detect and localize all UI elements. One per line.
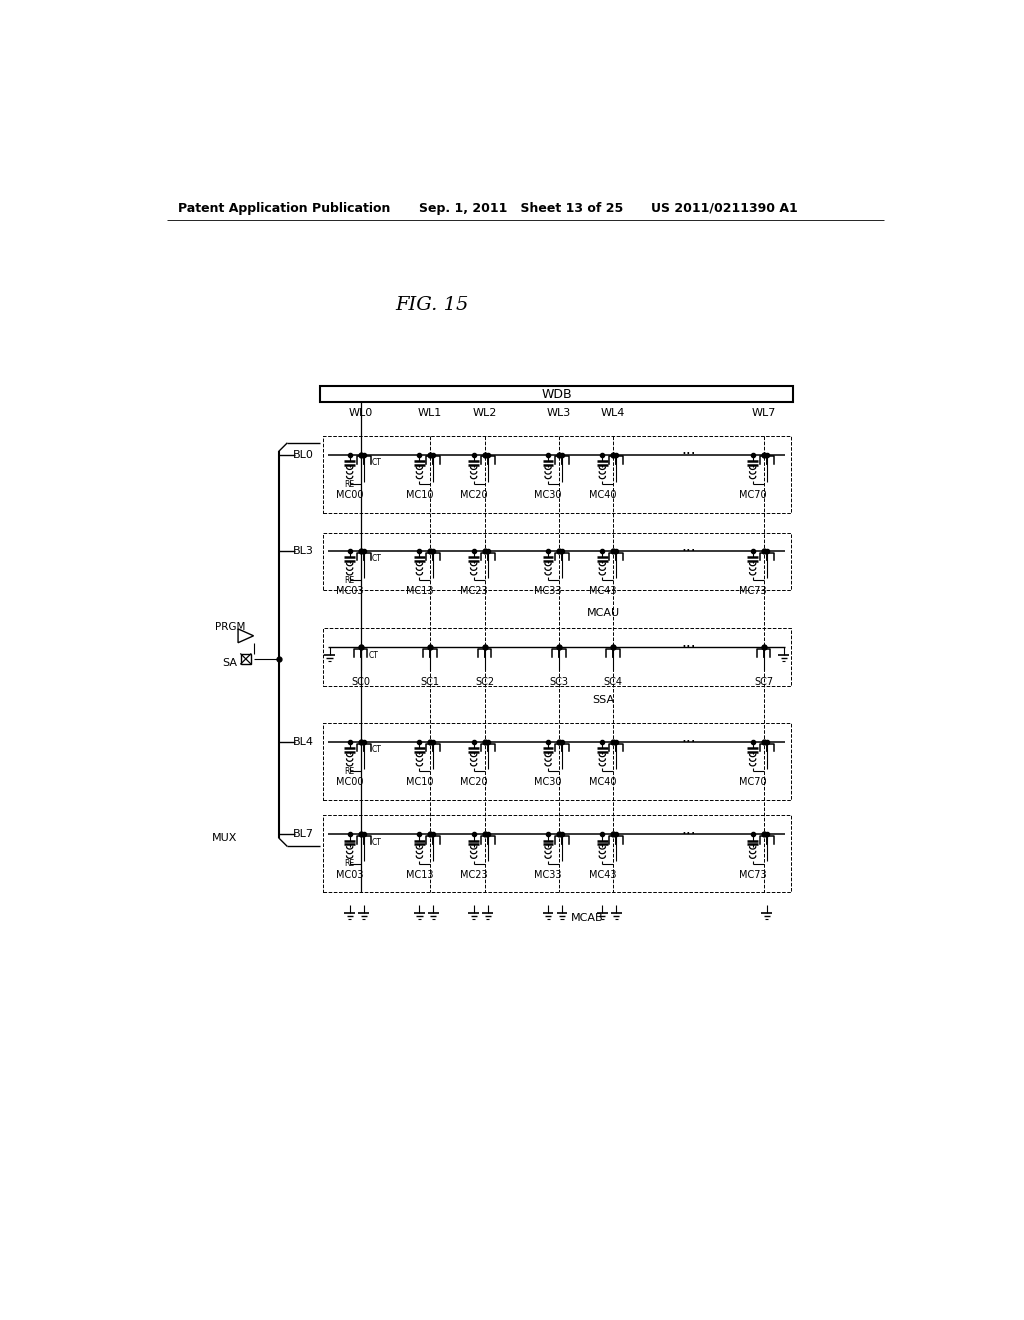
Text: MC10: MC10 [406,777,433,787]
Text: MC30: MC30 [535,490,562,500]
Text: BL3: BL3 [293,546,314,556]
Text: WL2: WL2 [472,408,497,417]
Text: MCAB: MCAB [571,913,604,924]
Text: SSA: SSA [592,694,614,705]
Text: MC43: MC43 [589,586,616,597]
Text: MC33: MC33 [535,870,562,879]
Text: SC2: SC2 [475,677,494,686]
Text: MC73: MC73 [739,870,766,879]
Text: MC70: MC70 [739,777,766,787]
Text: PRGM: PRGM [215,622,246,631]
Text: WL4: WL4 [601,408,626,417]
Polygon shape [238,628,254,643]
Text: SC1: SC1 [421,677,439,686]
Text: MC43: MC43 [589,870,616,879]
Text: CT: CT [369,651,378,660]
Text: MC10: MC10 [406,490,433,500]
Text: CT: CT [372,838,381,846]
Text: CT: CT [372,458,381,467]
Text: MC20: MC20 [460,777,487,787]
Text: ···: ··· [681,544,695,558]
Text: MC70: MC70 [739,490,766,500]
Text: MC03: MC03 [336,586,364,597]
Text: MC00: MC00 [336,777,364,787]
Text: CT: CT [372,554,381,564]
Bar [323,628,791,686]
Text: BL4: BL4 [293,737,314,747]
Text: MC20: MC20 [460,490,487,500]
Text: ···: ··· [681,640,695,655]
Text: FIG. 15: FIG. 15 [395,296,469,314]
Text: MC00: MC00 [336,490,364,500]
Text: Patent Application Publication: Patent Application Publication [178,202,391,215]
Text: RE: RE [344,479,354,488]
Text: WDB: WDB [542,388,571,400]
Text: BL0: BL0 [293,450,314,459]
Bar [323,533,791,590]
Text: MC13: MC13 [406,586,433,597]
Bar [321,385,793,403]
Text: SC3: SC3 [550,677,568,686]
Text: SC0: SC0 [351,677,370,686]
Text: MC13: MC13 [406,870,433,879]
Text: SC4: SC4 [604,677,623,686]
Text: MC40: MC40 [589,777,616,787]
Text: WL0: WL0 [348,408,373,417]
Text: MC73: MC73 [739,586,766,597]
Text: ···: ··· [681,447,695,462]
Text: MC30: MC30 [535,777,562,787]
Text: RE: RE [344,576,354,585]
Text: RE: RE [344,859,354,869]
Bar [241,653,251,664]
Text: WL1: WL1 [418,408,442,417]
Text: MC23: MC23 [460,870,487,879]
Bar [323,723,791,800]
Text: MUX: MUX [211,833,237,843]
Text: US 2011/0211390 A1: US 2011/0211390 A1 [651,202,798,215]
Text: Sep. 1, 2011   Sheet 13 of 25: Sep. 1, 2011 Sheet 13 of 25 [419,202,623,215]
Text: MC23: MC23 [460,586,487,597]
Text: WL3: WL3 [547,408,571,417]
Text: ···: ··· [681,826,695,842]
Text: CT: CT [372,746,381,754]
Text: ···: ··· [681,734,695,750]
Text: MC33: MC33 [535,586,562,597]
Text: SC7: SC7 [754,677,773,686]
Text: WL7: WL7 [752,408,776,417]
Text: BL7: BL7 [293,829,314,840]
Text: MCAU: MCAU [587,607,620,618]
Text: RE: RE [344,767,354,776]
Text: SA: SA [222,657,238,668]
Bar [323,436,791,512]
Text: MC03: MC03 [336,870,364,879]
Text: MC40: MC40 [589,490,616,500]
Bar [323,816,791,892]
